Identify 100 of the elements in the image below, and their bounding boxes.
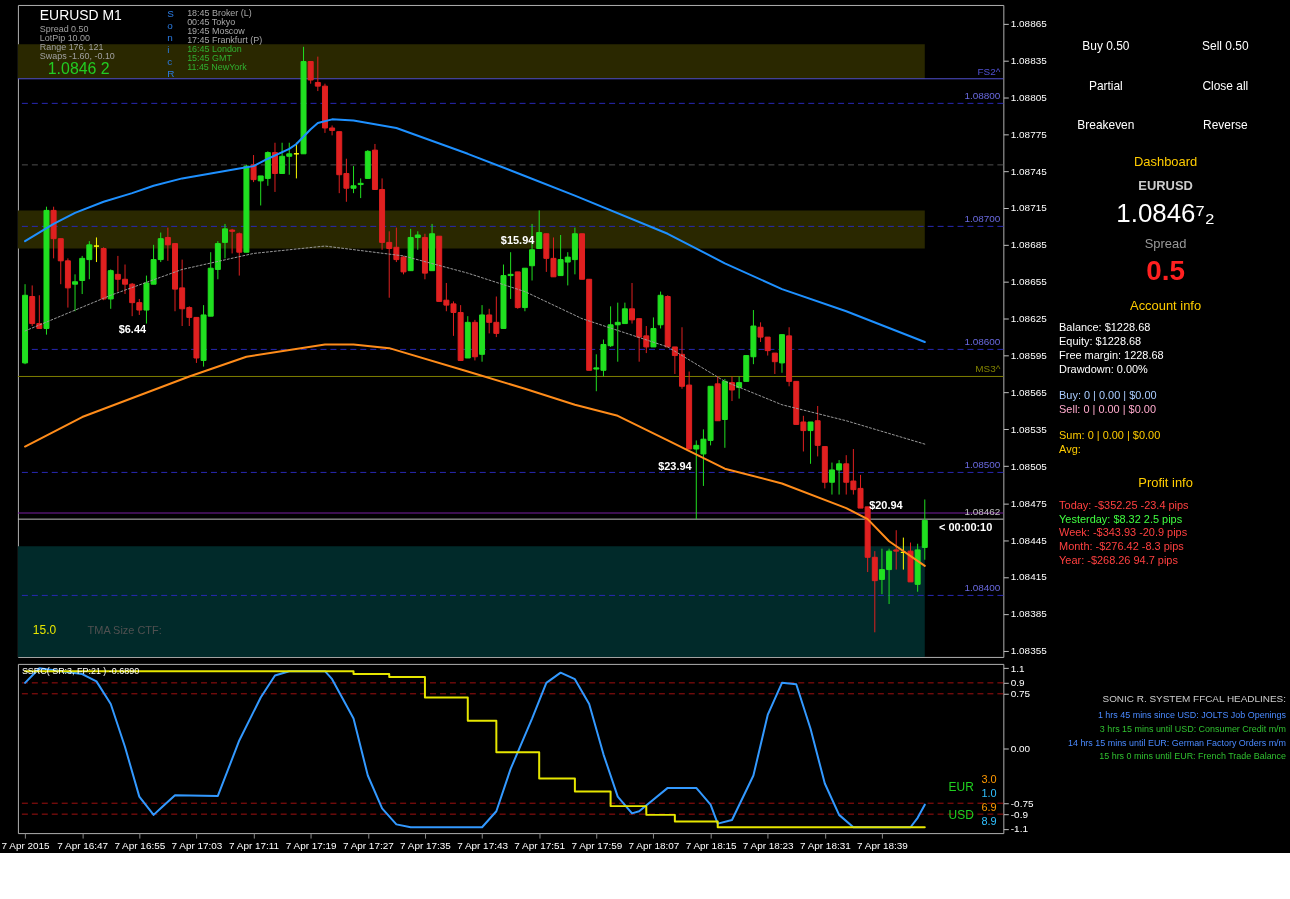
candlestick xyxy=(357,177,364,199)
y-tick-label: 1.08835 xyxy=(1010,54,1048,66)
annotation: $23.94 xyxy=(658,459,693,472)
text: Week: -$343.93 -20.9 pips xyxy=(1059,526,1188,539)
text: Sell: 0 | 0.00 | $0.00 xyxy=(1059,403,1156,416)
candlestick xyxy=(72,273,79,312)
annotation: 19:45 Moscow xyxy=(187,25,246,36)
annotation: 8.9 xyxy=(981,815,997,828)
text: SONIC R. SYSTEM FFCAL HEADLINES: xyxy=(1102,692,1287,704)
annotation: Spread 0.50 xyxy=(39,23,89,34)
annotation: 18:45 Broker (L) xyxy=(187,7,252,18)
ref-line-label: 1.08500 xyxy=(964,459,1001,471)
annotation: 00:45 Tokyo xyxy=(187,16,236,27)
annotation: 3.0 xyxy=(981,773,997,786)
x-tick-label: 7 Apr 16:55 xyxy=(114,839,166,851)
text: Sum: 0 | 0.00 | $0.00 xyxy=(1059,428,1161,441)
candlestick xyxy=(93,236,100,263)
text: Avg: xyxy=(1059,442,1081,455)
y-tick-label: 1.08715 xyxy=(1010,202,1048,214)
x-tick-label: 7 Apr 18:15 xyxy=(685,839,737,851)
ref-line-label: MS3^ xyxy=(975,363,1001,375)
y-tick-label: 1.08805 xyxy=(1010,91,1048,103)
x-tick-label: 7 Apr 17:51 xyxy=(514,839,566,851)
candlestick xyxy=(222,223,228,259)
line-series xyxy=(24,118,926,344)
text: Buy: 0 | 0.00 | $0.00 xyxy=(1059,389,1157,402)
y-tick-label: 1.08415 xyxy=(1010,571,1048,583)
y-tick-label: 1.08445 xyxy=(1010,534,1048,546)
candlestick xyxy=(229,228,236,254)
text: Free margin: 1228.68 xyxy=(1059,349,1164,362)
text: Dashboard xyxy=(1133,154,1198,170)
candlestick xyxy=(771,352,778,375)
annotation: 1.0 xyxy=(981,787,997,800)
text: Equity: $1228.68 xyxy=(1059,335,1142,348)
annotation: TMA Size CTF: xyxy=(87,624,162,637)
text: Buy 0.50 xyxy=(1082,38,1130,53)
x-tick-label: 7 Apr 17:11 xyxy=(229,839,280,851)
x-tick-label: 7 Apr 17:35 xyxy=(400,839,452,851)
y-tick-label: -0.9 xyxy=(1010,808,1029,820)
annotation: SonicR xyxy=(167,7,175,79)
text: Spread xyxy=(1144,235,1187,251)
candlestick xyxy=(350,165,357,194)
x-tick-label: 7 Apr 18:31 xyxy=(799,839,852,851)
text: Month: -$276.42 -8.3 pips xyxy=(1059,540,1185,553)
y-tick-label: 1.08505 xyxy=(1010,460,1048,472)
text: Drawdown: 0.00% xyxy=(1059,363,1149,376)
annotation: 11:45 NewYork xyxy=(187,61,248,72)
candlestick xyxy=(893,529,900,571)
y-tick-label: 1.08745 xyxy=(1010,165,1048,177)
candlestick xyxy=(236,232,243,277)
x-tick-label: 7 Apr 2015 xyxy=(1,839,51,851)
x-tick-label: 7 Apr 17:59 xyxy=(571,839,623,851)
annotation: EUR xyxy=(948,780,975,795)
y-tick-label: 1.08385 xyxy=(1010,608,1048,620)
annotation: 6.9 xyxy=(981,801,997,814)
annotation: USD xyxy=(948,808,975,823)
ref-line-label: 1.08462 xyxy=(964,506,1001,518)
x-tick-label: 7 Apr 16:47 xyxy=(57,839,109,851)
text: Yesterday: $8.32 2.5 pips xyxy=(1059,512,1183,525)
text: Reverse xyxy=(1203,118,1248,133)
text: 1.0846⁷₂ xyxy=(1116,198,1215,227)
line-series xyxy=(24,245,926,445)
x-tick-label: 7 Apr 17:03 xyxy=(171,839,223,851)
ref-line-label: 1.08700 xyxy=(964,213,1001,225)
annotation: 1.0846 2 xyxy=(47,59,110,77)
x-tick-label: 7 Apr 18:39 xyxy=(857,839,909,851)
y-tick-label: 1.08535 xyxy=(1010,423,1048,435)
candlestick xyxy=(650,316,657,348)
x-tick-label: 7 Apr 18:23 xyxy=(742,839,795,851)
annotation: 16:45 London xyxy=(187,43,242,54)
x-tick-label: 7 Apr 17:43 xyxy=(457,839,509,851)
annotation: 15.0 xyxy=(32,623,57,638)
annotation: 17:45 Frankfurt (P) xyxy=(187,34,263,45)
y-tick-label: 0.9 xyxy=(1010,677,1026,689)
y-tick-label: 1.08685 xyxy=(1010,239,1048,251)
text: EURUSD xyxy=(1138,178,1193,194)
candlestick xyxy=(536,209,543,250)
text: 15 hrs 0 mins until EUR: French Trade Balance xyxy=(1099,751,1287,762)
line-series xyxy=(24,343,926,567)
text: Account info xyxy=(1130,297,1202,313)
text: Today: -$352.25 -23.4 pips xyxy=(1059,498,1190,511)
text: Year: -$268.26 94.7 pips xyxy=(1059,554,1179,567)
annotation: Range 176, 121 xyxy=(39,41,104,52)
text: Profit info xyxy=(1138,474,1193,490)
candlestick xyxy=(250,154,257,183)
y-tick-label: 1.08775 xyxy=(1010,128,1048,140)
y-tick-label: 1.08865 xyxy=(1010,17,1048,29)
annotation: $6.44 xyxy=(118,323,147,336)
text: 1 hrs 45 mins since USD: JOLTS Job Openings xyxy=(1097,709,1287,720)
text: 14 hrs 15 mins until EUR: German Factory Orders m/m xyxy=(1067,737,1287,748)
y-tick-label: -1.1 xyxy=(1010,823,1029,835)
annotation: LotPip 10.00 xyxy=(39,32,91,43)
y-tick-label: 1.08355 xyxy=(1010,645,1048,657)
candlestick xyxy=(807,421,814,465)
y-tick-label: 1.08625 xyxy=(1010,313,1048,325)
y-tick-label: 1.08565 xyxy=(1010,386,1048,398)
annotation: $20.94 xyxy=(869,498,904,511)
text: Sell 0.50 xyxy=(1202,38,1249,53)
ref-line-label: 1.08400 xyxy=(964,582,1001,594)
y-tick-label: 1.08595 xyxy=(1010,350,1048,362)
